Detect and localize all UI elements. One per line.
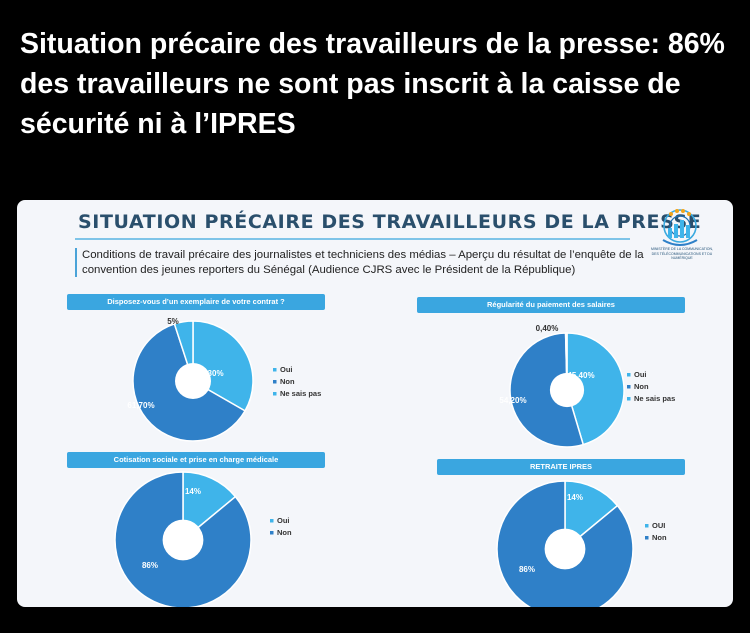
chart-3-center-hole — [162, 519, 204, 561]
logo-caption: MINISTÈRE DE LA COMMUNICATION, DES TÉLÉC… — [651, 247, 713, 260]
slide-subtitle: Conditions de travail précaire des journ… — [75, 248, 667, 277]
title-divider — [75, 238, 630, 240]
chart-3-data-label: 14% — [185, 487, 201, 496]
chart-1-legend-entry: Ne sais pas — [280, 389, 321, 398]
chart-2-center-hole — [549, 372, 585, 408]
chart-4-legend-entry: OUI — [652, 521, 665, 530]
chart-3-slice-oui — [182, 471, 237, 542]
chart-2-legend-swatch — [627, 385, 631, 389]
chart-4-slice-non — [496, 480, 634, 607]
chart-4-legend-entry: Non — [652, 533, 667, 542]
chart-2-legend-entry: Ne sais pas — [634, 394, 675, 403]
chart-2-data-label: 0,40% — [536, 324, 559, 333]
chart-2-slice-oui — [566, 332, 625, 446]
chart-4-data-label: 14% — [567, 493, 583, 502]
chart-2-data-label: 45,40% — [567, 371, 594, 380]
chart-4-title: RETRAITE IPRES — [437, 459, 685, 475]
chart-2-legend-entry: Oui — [634, 370, 647, 379]
chart-3-legend-entry: Non — [277, 528, 292, 537]
chart-3-title: Cotisation sociale et prise en charge mé… — [67, 452, 325, 468]
slide-title: SITUATION PRÉCAIRE DES TRAVAILLEURS DE L… — [78, 211, 702, 233]
chart-1-data-label: 61,70% — [127, 401, 154, 410]
headline: Situation précaire des travailleurs de l… — [20, 28, 725, 140]
chart-2-legend-entry: Non — [634, 382, 649, 391]
chart-1-legend-swatch — [273, 392, 277, 396]
chart-1-legend-swatch — [273, 380, 277, 384]
chart-4-center-hole — [544, 528, 586, 570]
chart-1-center-hole — [175, 363, 211, 399]
chart-4-data-label: 86% — [519, 565, 535, 574]
chart-2-legend-swatch — [627, 373, 631, 377]
chart-1-data-label: 33,30% — [196, 369, 223, 378]
chart-4-legend-swatch — [645, 524, 649, 528]
ministry-logo-icon — [662, 209, 698, 246]
chart-1-legend-entry: Oui — [280, 365, 293, 374]
chart-3-slice-non — [114, 471, 252, 607]
chart-3-legend-swatch — [270, 531, 274, 535]
chart-2-title: Régularité du paiement des salaires — [417, 297, 685, 313]
chart-4-slice-oui — [564, 480, 619, 551]
chart-3-legend-entry: Oui — [277, 516, 290, 525]
chart-1-legend-entry: Non — [280, 377, 295, 386]
chart-4-legend-swatch — [645, 536, 649, 540]
chart-2-slice-non — [509, 332, 585, 448]
pie-charts: 33,30% 61,70% 5% Oui Non Ne sais pas 45,40% 54,… — [114, 317, 675, 607]
chart-3-legend-swatch — [270, 519, 274, 523]
chart-1-data-label: 5% — [167, 317, 179, 326]
slide-card: SITUATION PRÉCAIRE DES TRAVAILLEURS DE L… — [17, 200, 733, 607]
chart-1-title: Disposez-vous d’un exemplaire de votre c… — [67, 294, 325, 310]
chart-3-data-label: 86% — [142, 561, 158, 570]
chart-1-legend-swatch — [273, 368, 277, 372]
chart-2-legend-swatch — [627, 397, 631, 401]
chart-2-data-label: 54,20% — [499, 396, 526, 405]
